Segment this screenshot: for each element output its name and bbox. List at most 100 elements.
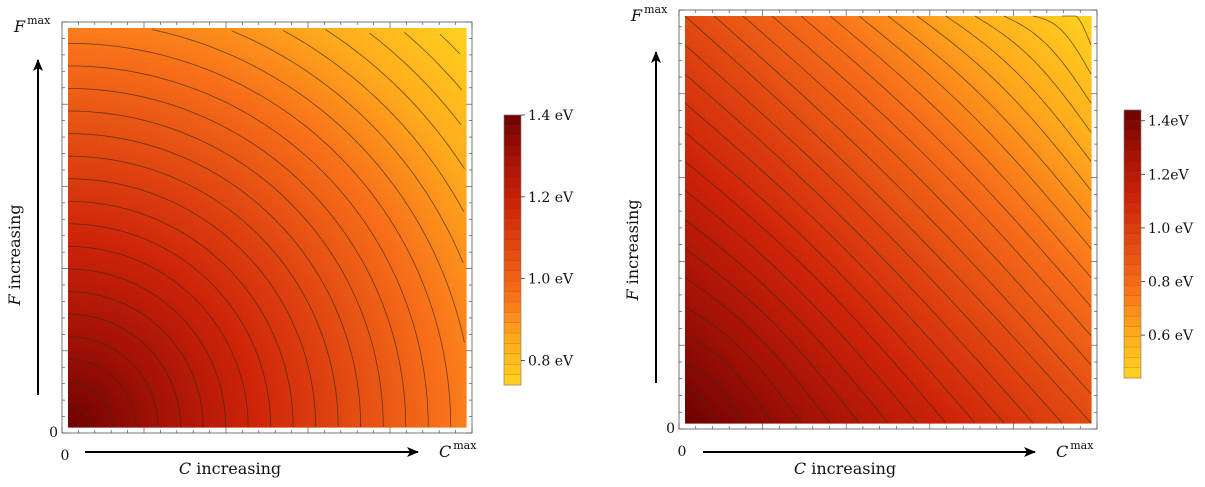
contour-line bbox=[684, 335, 773, 424]
contour-line bbox=[1062, 15, 1092, 46]
y-tick-label-zero: 0 bbox=[49, 425, 58, 441]
contour-line bbox=[684, 15, 1092, 424]
contour-lines bbox=[684, 15, 1092, 424]
colorbar-band bbox=[1124, 274, 1141, 286]
heat-field bbox=[685, 16, 1092, 424]
contour-line bbox=[1032, 15, 1092, 75]
contour-line bbox=[684, 390, 715, 424]
contour-line bbox=[1003, 15, 1092, 104]
colorbar-band bbox=[504, 156, 521, 168]
contour-line bbox=[858, 15, 1092, 249]
x-axis-title: C increasing bbox=[794, 459, 896, 478]
contour-line bbox=[684, 306, 802, 424]
contour-line bbox=[152, 29, 465, 343]
colorbar-band bbox=[1124, 161, 1141, 173]
contour-line bbox=[68, 291, 204, 428]
colorbar-band bbox=[1124, 347, 1141, 358]
colorbar-band bbox=[504, 333, 521, 344]
colorbar-frame bbox=[503, 114, 522, 386]
contour-line bbox=[684, 102, 1005, 424]
colorbar-band bbox=[504, 166, 521, 178]
contour-line bbox=[684, 248, 860, 424]
colorbar-tick-label: 1.4 eV bbox=[528, 108, 574, 124]
contour-line bbox=[684, 219, 889, 424]
colorbar-band bbox=[504, 353, 521, 365]
contour-line bbox=[68, 336, 159, 428]
colorbar-band bbox=[504, 312, 521, 324]
heat-field bbox=[68, 28, 467, 428]
contour-line bbox=[282, 29, 465, 212]
x-tick-label-zero: 0 bbox=[61, 448, 70, 464]
contour-line bbox=[404, 31, 463, 91]
contour-line bbox=[684, 44, 1063, 424]
axis-ticks bbox=[678, 9, 1098, 430]
colorbar-band bbox=[504, 187, 521, 199]
contour-line bbox=[67, 313, 181, 428]
colorbar-band bbox=[1124, 233, 1141, 245]
colorbar-band bbox=[1124, 336, 1141, 348]
plot-frame bbox=[678, 9, 1098, 430]
colorbar-band bbox=[1124, 171, 1141, 183]
contour-line bbox=[684, 277, 831, 424]
colorbar-band bbox=[504, 281, 521, 292]
contour-line bbox=[68, 381, 114, 427]
colorbar-band bbox=[1124, 326, 1141, 338]
colorbar-band bbox=[504, 301, 521, 313]
colorbar-tick-label: 0.8 eV bbox=[528, 353, 574, 369]
colorbar-tick-label: 0.8 eV bbox=[1148, 275, 1194, 291]
contour-line bbox=[67, 155, 339, 428]
contour-line bbox=[68, 404, 91, 427]
colorbar-band bbox=[504, 291, 521, 303]
colorbar-band bbox=[1124, 357, 1141, 369]
colorbar-band bbox=[1124, 213, 1141, 224]
colorbar-band bbox=[504, 125, 521, 137]
colorbar-band bbox=[504, 229, 521, 241]
contour-line bbox=[742, 15, 1092, 366]
colorbar-band bbox=[504, 198, 521, 209]
contour-line bbox=[67, 65, 429, 428]
colorbar-band bbox=[504, 343, 521, 355]
colorbar-band bbox=[1124, 140, 1141, 152]
colorbar-band bbox=[504, 270, 521, 282]
contour-line bbox=[231, 30, 464, 264]
colorbar-band bbox=[504, 146, 521, 157]
contour-lines bbox=[67, 29, 465, 428]
y-tick-label-zero: 0 bbox=[666, 421, 675, 437]
colorbar-band bbox=[1124, 192, 1141, 204]
contour-line bbox=[67, 42, 452, 428]
contour-line bbox=[67, 268, 226, 428]
x-axis-title: C increasing bbox=[179, 459, 281, 478]
contour-line bbox=[67, 133, 362, 428]
colorbar-band bbox=[1124, 202, 1141, 214]
colorbar: 1.4 eV 1.2 eV 1.0 eV 0.8 eV bbox=[503, 108, 574, 386]
colorbar-band bbox=[1124, 305, 1141, 317]
colorbar-band bbox=[504, 115, 521, 126]
contour-line bbox=[713, 15, 1092, 395]
contour-line bbox=[325, 29, 465, 170]
axis-ticks bbox=[61, 21, 473, 434]
y-axis-title: F increasing bbox=[5, 204, 24, 306]
contour-line bbox=[916, 15, 1092, 191]
left-contour-panel: 00 F max C max C increasing F increasing 1.4 eV… bbox=[5, 14, 574, 478]
colorbar-band bbox=[504, 374, 521, 386]
colorbar-band bbox=[504, 135, 521, 147]
contour-line bbox=[887, 15, 1092, 220]
contour-line bbox=[829, 15, 1092, 278]
contour-line bbox=[68, 223, 271, 427]
contour-line bbox=[67, 178, 317, 428]
colorbar-band bbox=[504, 208, 521, 220]
plot-frame bbox=[61, 21, 473, 434]
contour-line bbox=[369, 32, 462, 125]
colorbar-band bbox=[1124, 244, 1141, 255]
x-tick-label-zero: 0 bbox=[678, 444, 687, 460]
colorbar-tick-label: 0.6 eV bbox=[1148, 328, 1194, 344]
colorbar-band bbox=[1124, 223, 1141, 235]
contour-line bbox=[684, 131, 976, 424]
contour-line bbox=[439, 33, 461, 55]
contour-line bbox=[945, 15, 1092, 162]
colorbar-band bbox=[504, 218, 521, 230]
